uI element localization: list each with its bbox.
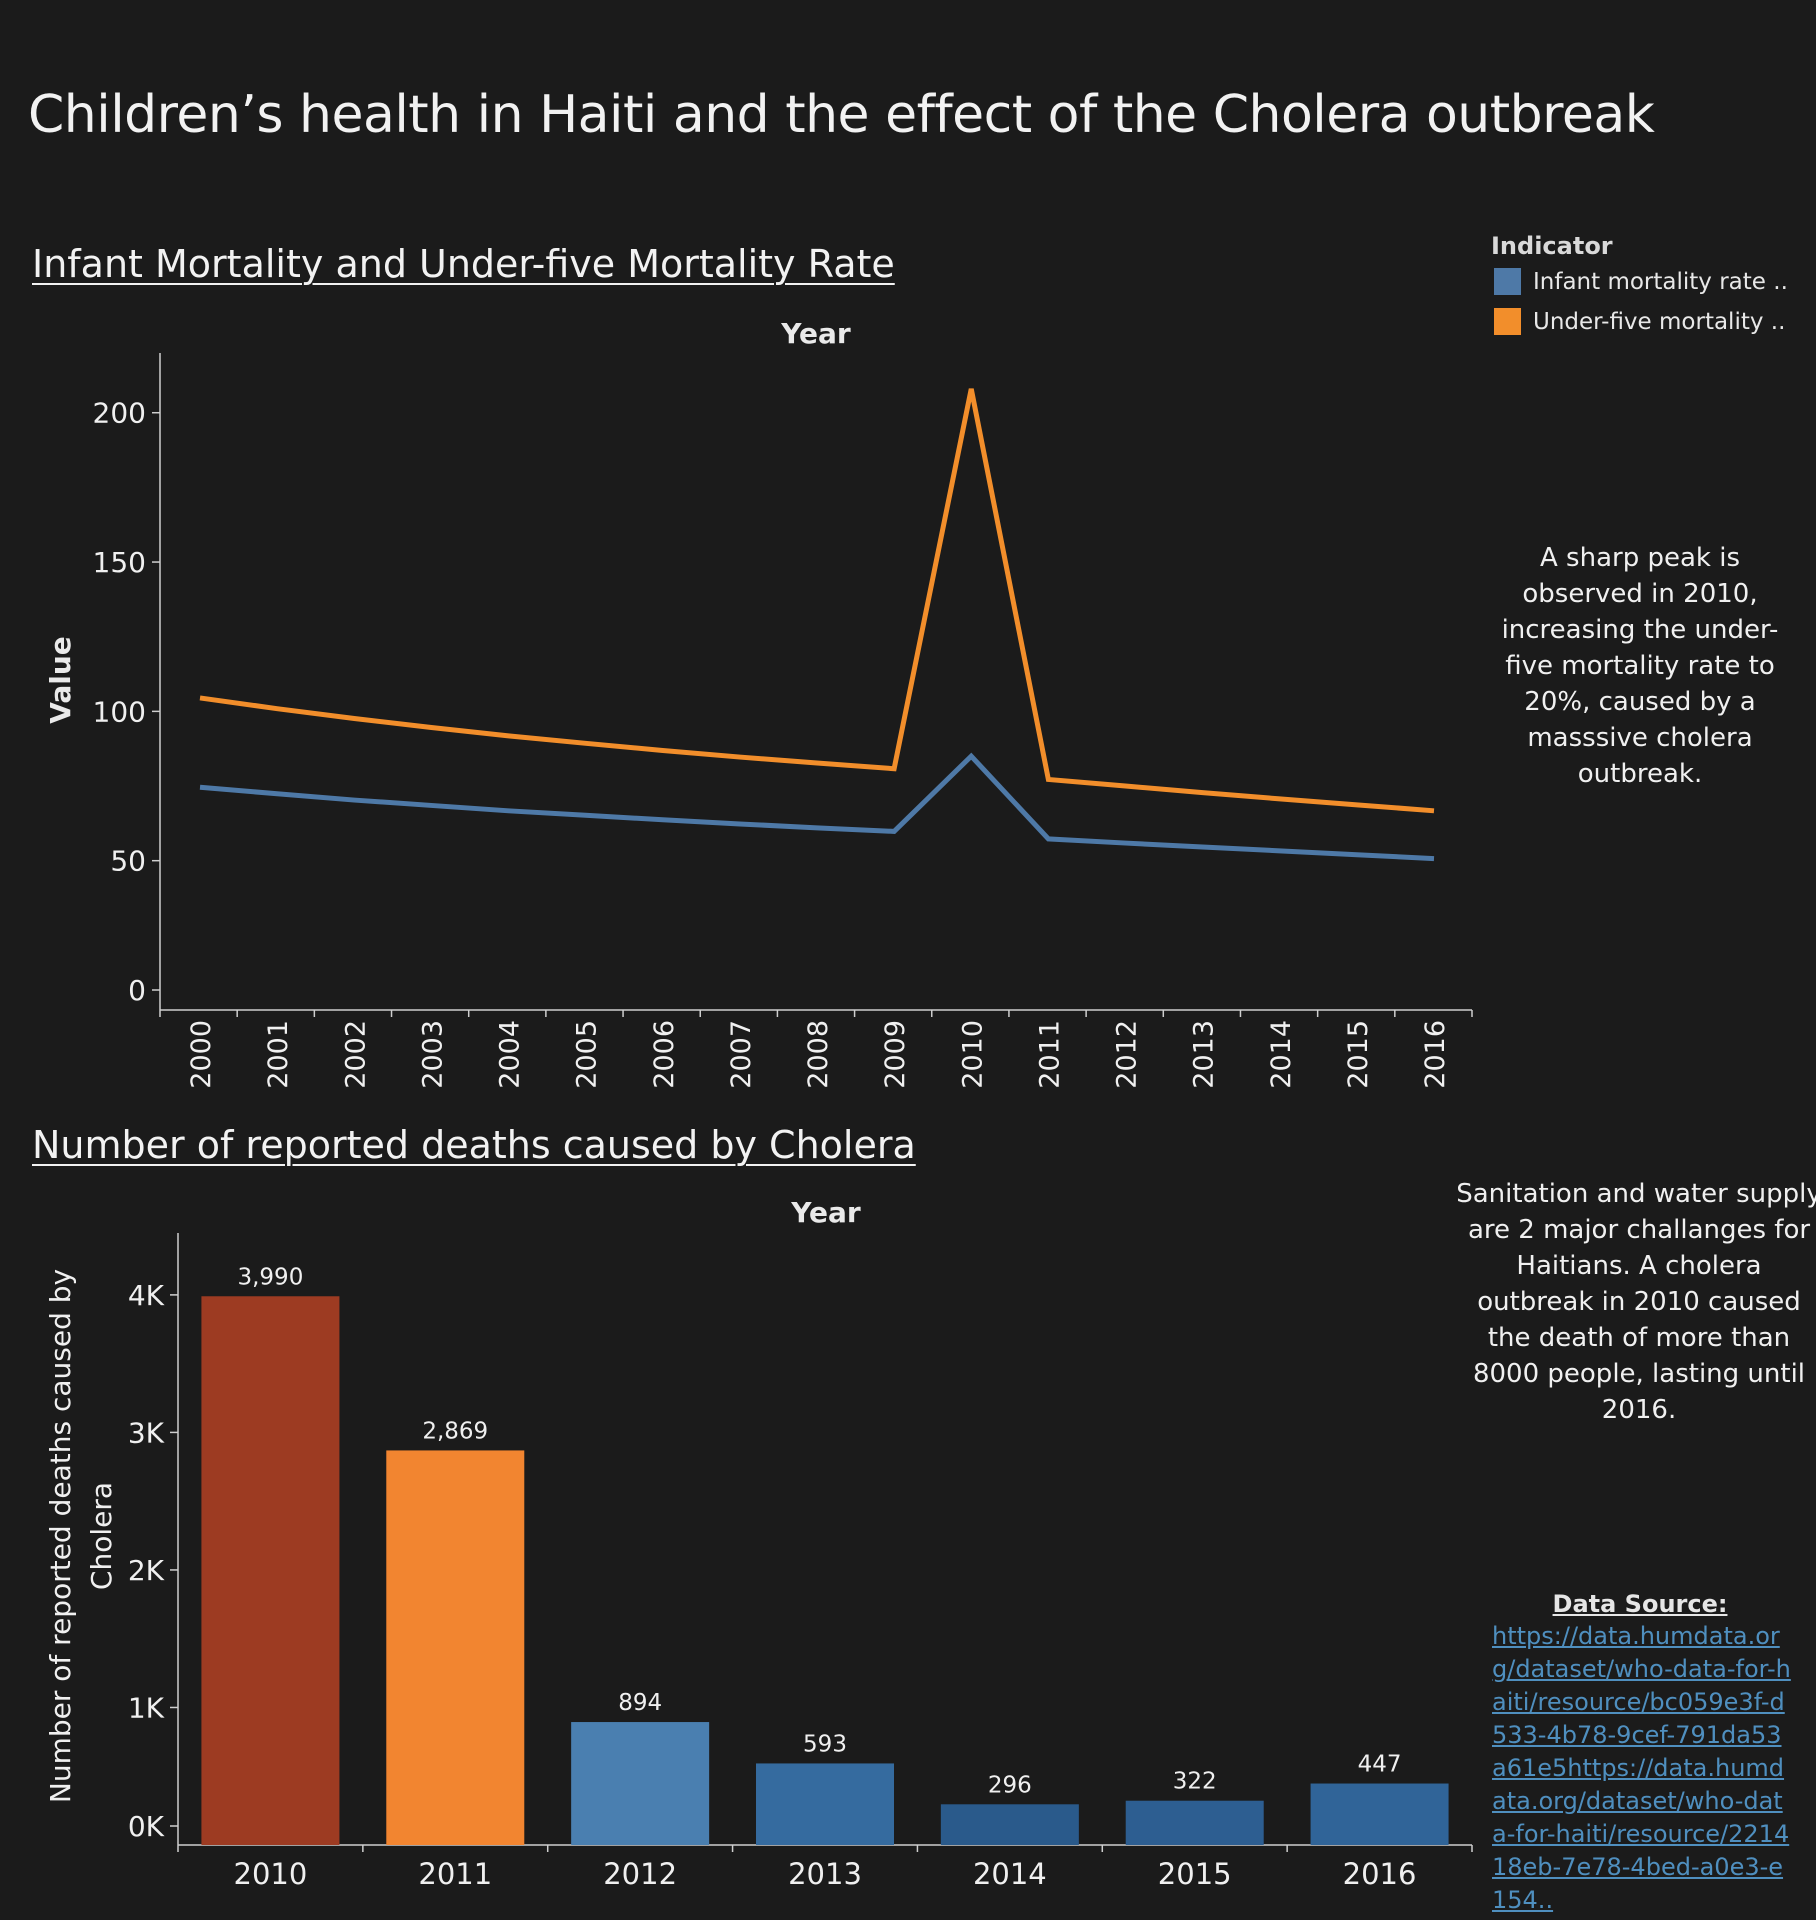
bar-y-tick-label: 1K [128,1691,165,1724]
bar-value-label: 2,869 [422,1418,488,1444]
line-y-axis-title: Value [44,636,77,724]
bar-x-tick-label: 2011 [418,1857,492,1891]
series-line-under5 [199,388,1435,814]
line-x-tick-label: 2005 [572,1020,603,1089]
bar-x-axis-title: Year [790,1196,861,1229]
bar-2012 [571,1722,710,1845]
data-source-label: Data Source: [1552,1590,1728,1618]
bar-2015 [1125,1800,1264,1845]
legend-title: Indicator [1491,232,1613,260]
bar-y-tick-label: 0K [128,1810,165,1843]
line-x-tick-label: 2009 [880,1020,911,1089]
bar-value-label: 322 [1173,1769,1217,1795]
line-x-tick-label: 2014 [1266,1020,1297,1089]
line-x-tick-label: 2001 [263,1020,294,1089]
bar-y-axis-title-line1: Number of reported deaths caused by [44,1269,77,1803]
line-x-tick-label: 2012 [1112,1020,1143,1089]
line-y-tick-label: 100 [93,695,146,728]
line-x-tick-label: 2002 [340,1020,371,1089]
bar-y-tick-label: 2K [128,1554,165,1587]
legend-item-under5[interactable]: Under-five mortality .. [1494,308,1785,335]
bar-x-tick-label: 2013 [788,1857,862,1891]
legend-label-under5: Under-five mortality .. [1533,308,1786,335]
line-x-tick-label: 2016 [1420,1020,1451,1089]
bar-chart-title: Number of reported deaths caused by Chol… [32,1123,916,1167]
bar-x-tick-label: 2016 [1343,1857,1417,1891]
bar-y-tick-label: 3K [128,1416,165,1449]
bar-value-label: 3,990 [237,1264,303,1290]
bar-chart-note: Sanitation and water supply are 2 major … [1456,1179,1816,1425]
bar-value-label: 593 [803,1731,847,1757]
line-x-tick-label: 2015 [1343,1020,1374,1089]
line-x-tick-label: 2007 [726,1020,757,1089]
bar-2016 [1310,1783,1449,1845]
bar-x-tick-label: 2014 [973,1857,1047,1891]
bar-y-axis-title-line2: Cholera [85,1482,118,1590]
legend-item-infant[interactable]: Infant mortality rate .. [1494,268,1788,295]
line-y-tick-label: 150 [93,546,146,579]
line-x-tick-label: 2011 [1034,1020,1065,1089]
line-y-tick-label: 0 [128,974,146,1007]
bar-y-tick-label: 4K [128,1279,165,1312]
series-line-infant [199,752,1435,862]
line-x-tick-label: 2010 [957,1020,988,1089]
bar-x-tick-label: 2010 [234,1857,308,1891]
page-title: Children’s health in Haiti and the effec… [28,85,1655,145]
bar-x-tick-label: 2012 [603,1857,677,1891]
bar-value-label: 447 [1358,1752,1402,1778]
data-source-link[interactable]: https://data.humdata.org/dataset/who-dat… [1492,1622,1791,1914]
line-x-tick-label: 2004 [495,1020,526,1089]
line-chart-title: Infant Mortality and Under-five Mortalit… [32,242,895,286]
legend-label-infant: Infant mortality rate .. [1533,268,1788,295]
legend-swatch-under5 [1494,308,1521,335]
line-chart-note: A sharp peak is observed in 2010, increa… [1501,543,1779,789]
line-x-tick-label: 2003 [417,1020,448,1089]
line-y-tick-label: 200 [93,397,146,430]
line-x-tick-label: 2000 [186,1020,217,1089]
legend-swatch-infant [1494,268,1521,295]
line-x-tick-label: 2006 [649,1020,680,1089]
bar-2010 [201,1296,340,1845]
bar-2011 [386,1450,525,1845]
line-x-tick-label: 2013 [1189,1020,1220,1089]
bar-value-label: 296 [988,1772,1032,1798]
bar-2013 [756,1763,894,1845]
line-y-tick-label: 50 [110,845,146,878]
bar-2014 [940,1804,1079,1845]
line-x-axis-title: Year [780,317,851,350]
bar-value-label: 894 [618,1690,662,1716]
bar-x-tick-label: 2015 [1158,1857,1232,1891]
line-x-tick-label: 2008 [803,1020,834,1089]
